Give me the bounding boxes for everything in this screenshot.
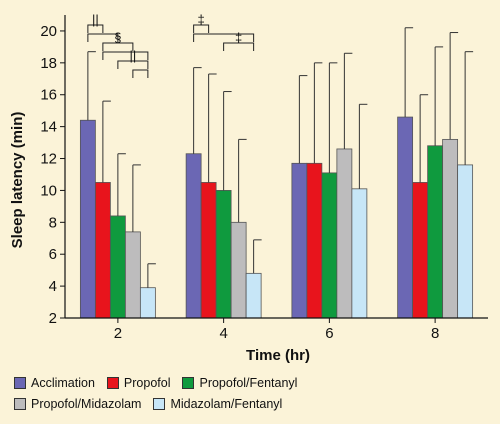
significance-bracket xyxy=(132,69,149,78)
x-tick-label: 8 xyxy=(431,325,439,342)
significance-symbol: ‡ xyxy=(235,30,242,45)
legend-swatch-propofol-fentanyl xyxy=(182,376,195,389)
significance-bracket xyxy=(193,33,255,42)
legend-item-acclimation: Acclimation xyxy=(14,376,95,390)
y-tick-label: 16 xyxy=(40,87,57,104)
bar xyxy=(351,188,368,319)
significance-bracket xyxy=(223,42,255,51)
legend-label-propofol-midazolam: Propofol/Midazolam xyxy=(31,396,142,411)
significance-bracket xyxy=(117,60,149,69)
legend-label-propofol-fentanyl: Propofol/Fentanyl xyxy=(199,375,298,390)
x-tick-label: 2 xyxy=(114,325,122,342)
legend-swatch-propofol xyxy=(106,376,119,389)
bar xyxy=(79,119,96,319)
y-tick-label: 4 xyxy=(49,278,57,295)
significance-bracket xyxy=(193,24,210,33)
bar xyxy=(215,190,232,319)
significance-symbol: § xyxy=(114,30,121,45)
bar xyxy=(185,153,202,319)
legend: Acclimation Propofol Propofol/Fentanyl P… xyxy=(14,372,494,414)
bar xyxy=(321,172,338,319)
bar xyxy=(412,182,429,319)
legend-label-midazolam-fentanyl: Midazolam/Fentanyl xyxy=(170,396,283,411)
legend-swatch-propofol-midazolam xyxy=(14,397,26,410)
y-tick-label: 8 xyxy=(49,214,57,231)
legend-item-propofol-midazolam: Propofol/Midazolam xyxy=(14,397,141,411)
legend-item-propofol-fentanyl: Propofol/Fentanyl xyxy=(182,376,297,390)
bar xyxy=(139,287,156,319)
bar xyxy=(124,231,141,319)
x-tick-label: 6 xyxy=(325,325,333,342)
significance-symbol: || xyxy=(129,48,136,63)
legend-label-propofol: Propofol xyxy=(123,375,171,390)
legend-swatch-midazolam-fentanyl xyxy=(153,397,166,410)
y-tick-label: 10 xyxy=(40,182,57,199)
y-tick-label: 2 xyxy=(49,310,57,327)
x-tick-label: 4 xyxy=(219,325,227,342)
bar xyxy=(200,182,217,319)
significance-bracket xyxy=(87,33,119,42)
bar xyxy=(397,116,414,319)
significance-bracket xyxy=(102,51,149,60)
y-tick-label: 18 xyxy=(40,55,57,72)
bar xyxy=(94,182,111,319)
bar xyxy=(291,162,308,319)
legend-item-midazolam-fentanyl: Midazolam/Fentanyl xyxy=(153,397,282,411)
bar-chart: 2 4 6 8 10 12 14 16 18 20 2 4 6 8 || § || ‡ ‡ Sleep latenc… xyxy=(9,12,488,364)
y-axis-title: Sleep latency (min) xyxy=(9,112,26,249)
bar xyxy=(230,221,247,319)
plot-area: 2 4 6 8 10 12 14 16 18 20 2 4 6 8 || § || ‡ ‡ xyxy=(40,12,488,342)
y-tick-label: 12 xyxy=(40,151,57,168)
significance-symbol: || xyxy=(92,12,99,27)
bar xyxy=(427,145,444,319)
bar xyxy=(245,272,262,319)
y-tick-label: 14 xyxy=(40,119,57,136)
legend-label-acclimation: Acclimation xyxy=(31,375,95,390)
bar xyxy=(306,162,323,319)
bar xyxy=(457,164,474,319)
legend-row-2: Propofol/Midazolam Midazolam/Fentanyl xyxy=(14,393,494,414)
bar xyxy=(336,148,353,319)
bar xyxy=(442,138,459,319)
legend-row-1: Acclimation Propofol Propofol/Fentanyl xyxy=(14,372,494,393)
significance-symbol: ‡ xyxy=(198,12,205,27)
significance-bracket xyxy=(87,24,104,33)
legend-swatch-acclimation xyxy=(14,376,26,389)
bar xyxy=(109,215,126,319)
legend-item-propofol: Propofol xyxy=(106,375,171,390)
y-tick-label: 20 xyxy=(40,23,57,40)
x-axis-title: Time (hr) xyxy=(246,347,310,364)
significance-bracket xyxy=(102,42,134,51)
y-tick-label: 6 xyxy=(49,246,57,263)
